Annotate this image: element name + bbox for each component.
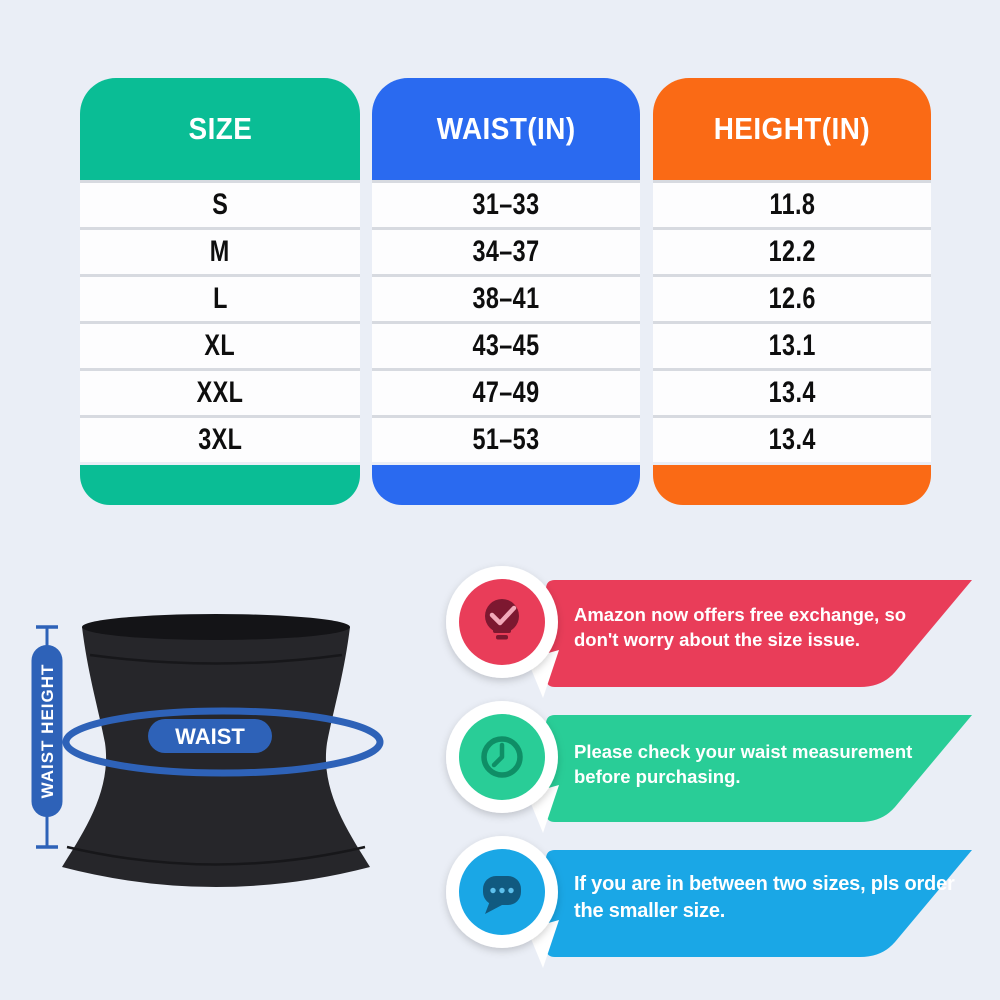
table-cell-height: 12.2 bbox=[653, 230, 931, 274]
table-cell-size: 3XL bbox=[80, 418, 360, 462]
size-column: SIZE S M L XL XXL 3XL bbox=[80, 78, 360, 505]
size-column-header: SIZE bbox=[80, 78, 360, 180]
height-column-footer bbox=[653, 465, 931, 505]
tip-free-exchange: Amazon now offers free exchange, so don'… bbox=[443, 565, 988, 700]
lightbulb-check-icon bbox=[485, 599, 519, 640]
table-cell-size: L bbox=[80, 277, 360, 321]
waist-column-footer bbox=[372, 465, 640, 505]
size-column-footer bbox=[80, 465, 360, 505]
table-cell-size: XXL bbox=[80, 371, 360, 415]
table-cell-waist: 31–33 bbox=[372, 183, 640, 227]
tip-banner-shape bbox=[546, 580, 972, 687]
waist-column: WAIST(IN) 31–33 34–37 38–41 43–45 47–49 … bbox=[372, 78, 640, 505]
table-cell-waist: 38–41 bbox=[372, 277, 640, 321]
garment-top-opening bbox=[82, 614, 350, 640]
chat-dots-icon bbox=[483, 876, 521, 914]
waist-measure-ring bbox=[62, 707, 384, 777]
waist-column-header: WAIST(IN) bbox=[372, 78, 640, 180]
height-label-pill bbox=[31, 645, 63, 817]
tip-between-sizes: If you are in between two sizes, pls ord… bbox=[443, 835, 988, 970]
clock-icon bbox=[481, 736, 523, 778]
table-cell-size: XL bbox=[80, 324, 360, 368]
table-cell-size: S bbox=[80, 183, 360, 227]
table-cell-height: 12.6 bbox=[653, 277, 931, 321]
waist-trainer-garment bbox=[62, 627, 370, 887]
height-column-rows: 11.8 12.2 12.6 13.1 13.4 13.4 bbox=[653, 180, 931, 462]
height-column-header: HEIGHT(IN) bbox=[653, 78, 931, 180]
tip-text: Amazon now offers free exchange, so don'… bbox=[574, 604, 907, 651]
table-cell-size: M bbox=[80, 230, 360, 274]
tip-text: Please check your waist measurement befo… bbox=[574, 741, 913, 788]
waist-trainer-illustration: WAIST WAIST HEIGHT bbox=[31, 614, 384, 887]
tip-banner-graphic bbox=[446, 701, 972, 833]
size-chart-table: SIZE S M L XL XXL 3XL WAIST(IN) 31–33 34… bbox=[0, 78, 1000, 505]
tip-banner-graphic bbox=[446, 836, 972, 968]
table-cell-waist: 34–37 bbox=[372, 230, 640, 274]
garment-top-seam bbox=[89, 653, 343, 665]
table-cell-waist: 51–53 bbox=[372, 418, 640, 462]
waist-column-rows: 31–33 34–37 38–41 43–45 47–49 51–53 bbox=[372, 180, 640, 462]
tip-banner-shape bbox=[546, 850, 972, 957]
tip-banner-graphic bbox=[446, 566, 972, 698]
garment-bottom-seam bbox=[66, 845, 366, 866]
tip-check-measurement: Please check your waist measurement befo… bbox=[443, 700, 988, 835]
table-cell-height: 13.4 bbox=[653, 418, 931, 462]
height-column-header-label: HEIGHT(IN) bbox=[713, 111, 871, 146]
table-cell-waist: 43–45 bbox=[372, 324, 640, 368]
waist-trainer-diagram: WAIST WAIST HEIGHT bbox=[5, 595, 435, 905]
height-column: HEIGHT(IN) 11.8 12.2 12.6 13.1 13.4 13.4 bbox=[653, 78, 931, 505]
tip-text: If you are in between two sizes, pls ord… bbox=[574, 873, 955, 923]
tip-banner-shape bbox=[546, 715, 972, 822]
waist-label-pill bbox=[148, 719, 272, 753]
waist-column-header-label: WAIST(IN) bbox=[436, 111, 576, 146]
size-column-rows: S M L XL XXL 3XL bbox=[80, 180, 360, 462]
table-cell-waist: 47–49 bbox=[372, 371, 640, 415]
waist-label: WAIST bbox=[175, 724, 245, 749]
table-cell-height: 11.8 bbox=[653, 183, 931, 227]
height-label: WAIST HEIGHT bbox=[38, 664, 57, 799]
table-cell-height: 13.4 bbox=[653, 371, 931, 415]
size-column-header-label: SIZE bbox=[188, 111, 252, 146]
table-cell-height: 13.1 bbox=[653, 324, 931, 368]
